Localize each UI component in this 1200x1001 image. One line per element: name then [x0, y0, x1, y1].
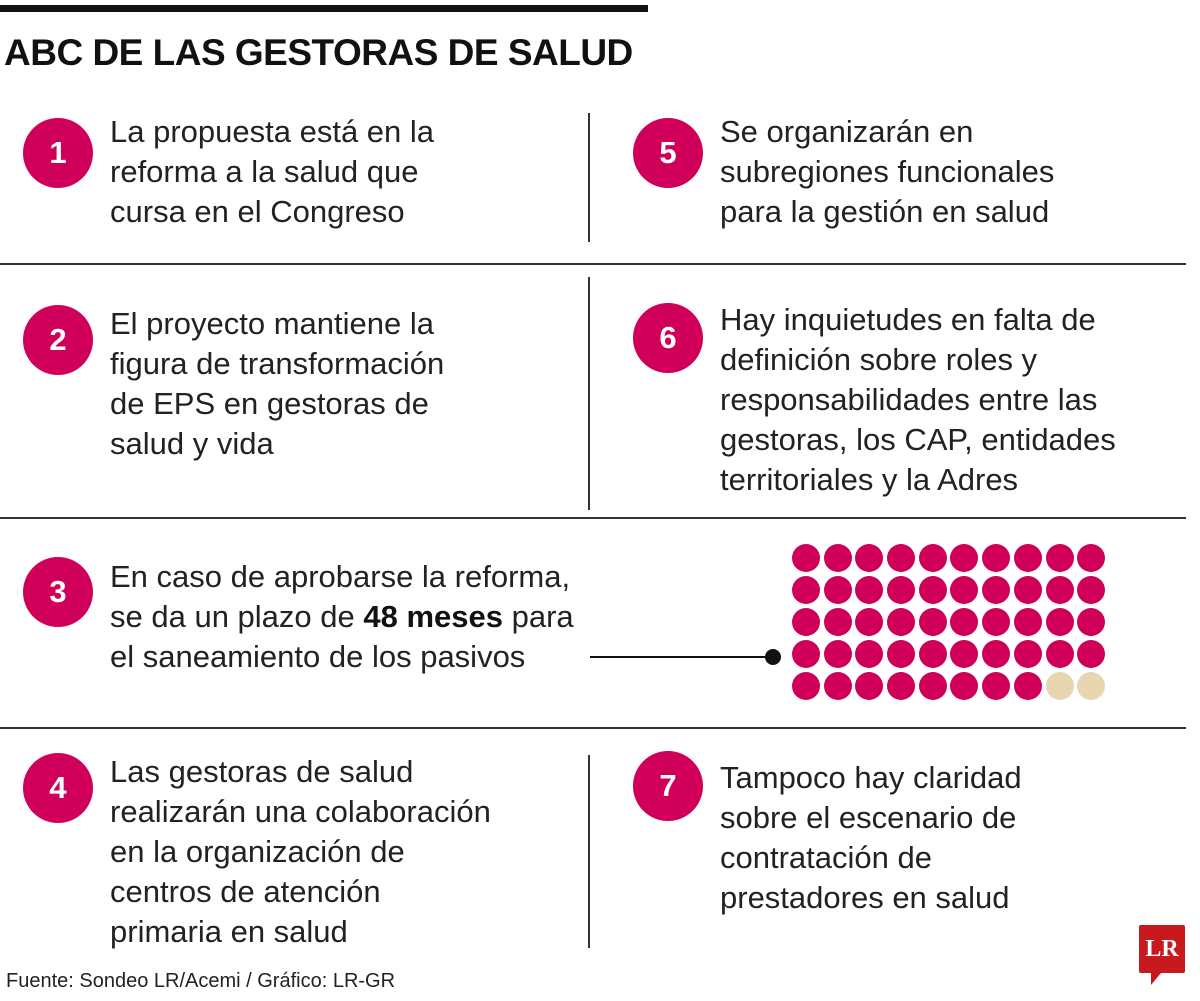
- filled-month-dot: [887, 544, 916, 572]
- filled-month-dot: [855, 640, 884, 668]
- filled-month-dot: [792, 576, 820, 604]
- filled-month-dot: [1077, 576, 1106, 604]
- filled-month-dot: [792, 544, 820, 572]
- page-title: ABC DE LAS GESTORAS DE SALUD: [4, 32, 633, 73]
- filled-month-dot: [887, 608, 916, 636]
- column-divider: [588, 755, 590, 948]
- empty-month-dot: [1077, 672, 1106, 700]
- filled-month-dot: [1077, 608, 1106, 636]
- filled-month-dot: [887, 576, 916, 604]
- filled-month-dot: [1045, 544, 1074, 572]
- lr-logo: LR: [1139, 925, 1185, 985]
- filled-month-dot: [855, 608, 884, 636]
- top-rule: [0, 5, 648, 12]
- filled-month-dot: [1013, 672, 1042, 700]
- month-dot-grid: [792, 544, 1106, 700]
- item-number-badge: 6: [633, 303, 703, 373]
- filled-month-dot: [1077, 544, 1106, 572]
- column-divider: [588, 113, 590, 242]
- filled-month-dot: [982, 544, 1011, 572]
- filled-month-dot: [950, 672, 979, 700]
- filled-month-dot: [918, 640, 947, 668]
- filled-month-dot: [887, 672, 916, 700]
- divider: [0, 727, 1186, 729]
- filled-month-dot: [982, 672, 1011, 700]
- filled-month-dot: [950, 640, 979, 668]
- item-text: En caso de aprobarse la reforma, se da u…: [110, 557, 574, 677]
- item-text: La propuesta está en la reforma a la sal…: [110, 114, 435, 229]
- filled-month-dot: [1077, 640, 1106, 668]
- filled-month-dot: [918, 544, 947, 572]
- item-text: El proyecto mantiene la figura de transf…: [110, 306, 445, 461]
- item-text: Hay inquietudes en falta de definición s…: [720, 302, 1116, 497]
- item-number-badge: 4: [23, 753, 93, 823]
- filled-month-dot: [950, 544, 979, 572]
- filled-month-dot: [823, 576, 852, 604]
- source-note: Fuente: Sondeo LR/Acemi / Gráfico: LR-GR: [6, 970, 396, 992]
- filled-month-dot: [1013, 608, 1042, 636]
- filled-month-dot: [1013, 544, 1042, 572]
- filled-month-dot: [982, 640, 1011, 668]
- filled-month-dot: [1045, 608, 1074, 636]
- filled-month-dot: [823, 544, 852, 572]
- filled-month-dot: [950, 576, 979, 604]
- item-number-badge: 7: [633, 751, 703, 821]
- column-divider: [588, 277, 590, 510]
- item-number-badge: 5: [633, 118, 703, 188]
- item-number-badge: 2: [23, 305, 93, 375]
- divider: [0, 263, 1186, 265]
- item-text-part: para el saneamiento de los pasivos: [110, 599, 574, 674]
- item-number-badge: 3: [23, 557, 93, 627]
- filled-month-dot: [918, 672, 947, 700]
- filled-month-dot: [982, 576, 1011, 604]
- item-text-part: En caso de aprobarse la reforma, se da u…: [110, 559, 571, 634]
- highlight-48-meses: 48 meses: [363, 599, 503, 634]
- filled-month-dot: [823, 640, 852, 668]
- filled-month-dot: [918, 576, 947, 604]
- filled-month-dot: [918, 608, 947, 636]
- filled-month-dot: [1013, 640, 1042, 668]
- filled-month-dot: [792, 608, 820, 636]
- item-number-badge: 1: [23, 118, 93, 188]
- filled-month-dot: [950, 608, 979, 636]
- filled-month-dot: [855, 544, 884, 572]
- filled-month-dot: [1045, 576, 1074, 604]
- item-text: Se organizarán en subregiones funcionale…: [720, 114, 1055, 229]
- filled-month-dot: [823, 608, 852, 636]
- filled-month-dot: [1045, 640, 1074, 668]
- filled-month-dot: [887, 640, 916, 668]
- item-text: Las gestoras de salud realizarán una col…: [110, 754, 491, 949]
- filled-month-dot: [792, 640, 820, 668]
- filled-month-dot: [823, 672, 852, 700]
- filled-month-dot: [982, 608, 1011, 636]
- connector-dot: [765, 649, 781, 665]
- filled-month-dot: [792, 672, 820, 700]
- filled-month-dot: [855, 576, 884, 604]
- filled-month-dot: [1013, 576, 1042, 604]
- divider: [0, 517, 1186, 519]
- item-text: Tampoco hay claridad sobre el escenario …: [720, 760, 1022, 915]
- empty-month-dot: [1045, 672, 1074, 700]
- connector-line: [590, 656, 772, 658]
- filled-month-dot: [855, 672, 884, 700]
